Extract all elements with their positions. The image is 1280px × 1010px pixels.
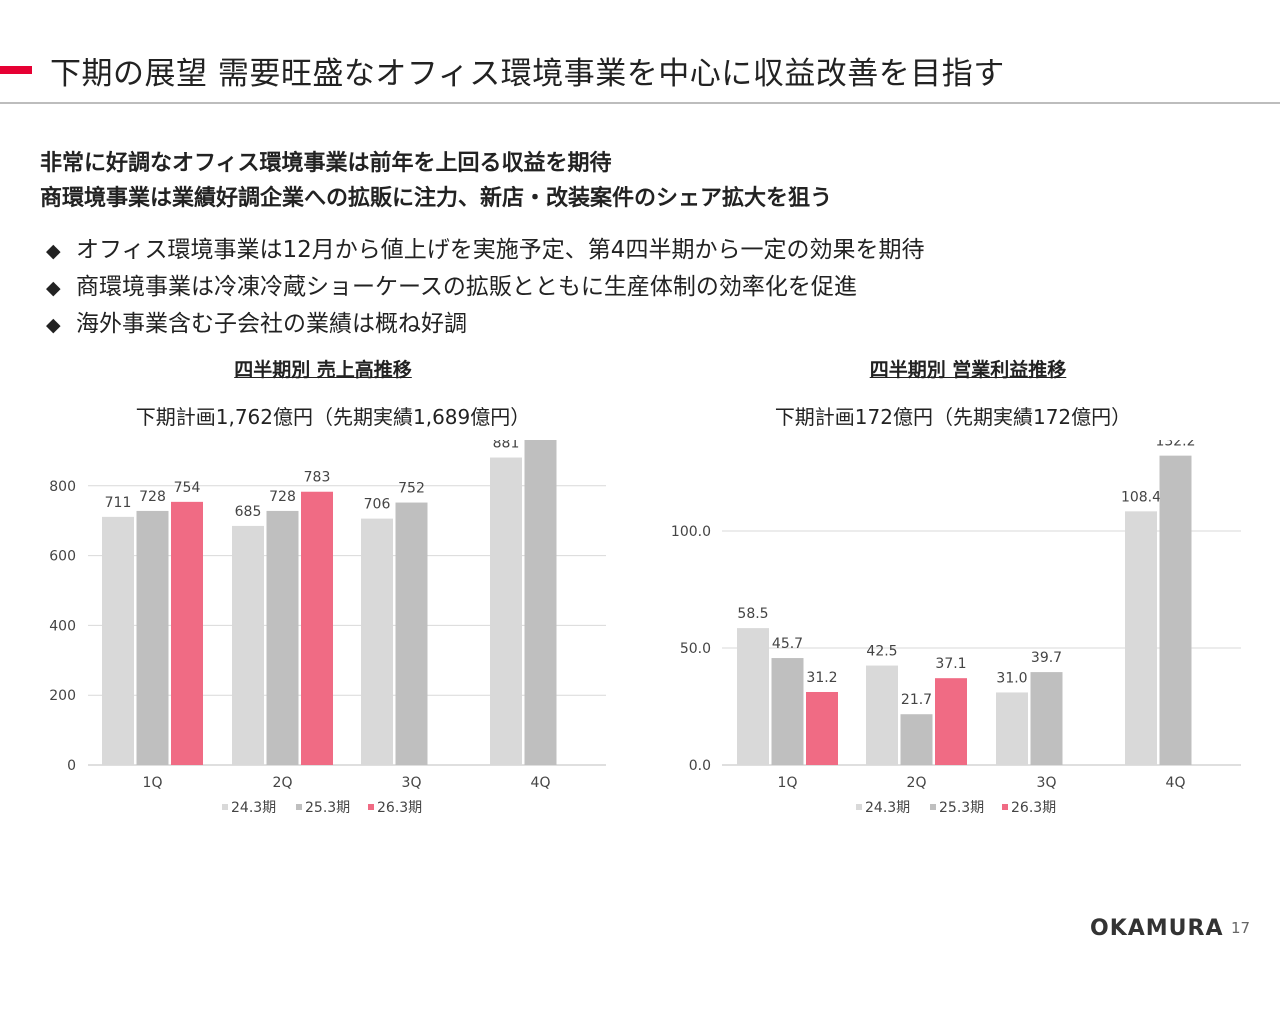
legend-label: 25.3期 bbox=[939, 800, 984, 816]
bar-25.3期-1Q bbox=[136, 510, 169, 765]
sales-bar-chart: （億円）02004006008001,0007117287541Q6857287… bbox=[49, 440, 606, 816]
profit-chart-subtitle: 下期計画172億円（先期実績172億円） bbox=[774, 405, 1132, 429]
bullet-item: ◆ オフィス環境事業は12月から値上げを実施予定、第4四半期から一定の効果を期待 bbox=[46, 232, 924, 269]
data-label: 711 bbox=[105, 495, 132, 511]
bar-26.3期-1Q bbox=[806, 691, 838, 765]
bar-24.3期-1Q bbox=[737, 628, 769, 765]
legend-swatch bbox=[296, 804, 302, 810]
data-label: 31.0 bbox=[996, 670, 1027, 686]
bar-26.3期-2Q bbox=[935, 678, 967, 765]
profit-chart-title: 四半期別 営業利益推移 bbox=[869, 359, 1067, 381]
bar-24.3期-3Q bbox=[361, 518, 393, 765]
legend-swatch bbox=[222, 804, 228, 810]
legend-swatch bbox=[1002, 804, 1008, 810]
bar-25.3期-1Q bbox=[771, 658, 804, 765]
data-label: 132.2 bbox=[1155, 440, 1195, 450]
y-tick-label: 800 bbox=[49, 479, 76, 495]
bullet-list: ◆ オフィス環境事業は12月から値上げを実施予定、第4四半期から一定の効果を期待 … bbox=[46, 232, 924, 343]
bar-24.3期-4Q bbox=[1125, 511, 1157, 765]
data-label: 58.5 bbox=[737, 606, 768, 622]
diamond-bullet-icon: ◆ bbox=[46, 314, 61, 336]
data-label: 752 bbox=[398, 481, 425, 497]
diamond-bullet-icon: ◆ bbox=[46, 277, 61, 299]
bar-26.3期-1Q bbox=[171, 501, 203, 765]
headline-1: 非常に好調なオフィス環境事業は前年を上回る収益を期待 bbox=[40, 151, 612, 176]
data-label: 685 bbox=[235, 504, 262, 520]
data-label: 37.1 bbox=[935, 656, 966, 672]
legend-swatch bbox=[930, 804, 936, 810]
profit-bar-chart: （億円）0.050.0100.0150.058.545.731.21Q42.52… bbox=[671, 440, 1241, 816]
y-tick-label: 400 bbox=[49, 618, 76, 634]
diamond-bullet-icon: ◆ bbox=[46, 240, 61, 262]
bar-25.3期-4Q bbox=[524, 440, 557, 765]
x-tick-label: 4Q bbox=[1166, 775, 1186, 791]
legend-swatch bbox=[368, 804, 374, 810]
data-label: 31.2 bbox=[806, 670, 837, 686]
title-accent-bar bbox=[0, 66, 32, 74]
data-label: 728 bbox=[139, 489, 166, 505]
legend-swatch bbox=[856, 804, 862, 810]
bar-25.3期-3Q bbox=[1030, 672, 1063, 765]
data-label: 39.7 bbox=[1031, 650, 1062, 666]
data-label: 881 bbox=[493, 440, 520, 452]
bar-24.3期-2Q bbox=[866, 665, 898, 765]
bar-24.3期-3Q bbox=[996, 692, 1028, 765]
y-tick-label: 0.0 bbox=[689, 758, 711, 774]
data-label: 706 bbox=[364, 497, 391, 513]
x-tick-label: 4Q bbox=[531, 775, 551, 791]
sales-chart-panel: 四半期別 売上高推移 下期計画1,762億円（先期実績1,689億円） （億円）… bbox=[0, 355, 640, 915]
y-tick-label: 100.0 bbox=[671, 524, 711, 540]
bar-25.3期-2Q bbox=[266, 510, 299, 765]
y-tick-label: 200 bbox=[49, 688, 76, 704]
bullet-text: オフィス環境事業は12月から値上げを実施予定、第4四半期から一定の効果を期待 bbox=[76, 237, 925, 263]
x-tick-label: 3Q bbox=[1037, 775, 1057, 791]
legend-label: 24.3期 bbox=[231, 800, 276, 816]
data-label: 728 bbox=[269, 489, 296, 505]
legend-label: 26.3期 bbox=[377, 800, 422, 816]
okamura-logo: OKAMURA bbox=[1090, 916, 1224, 941]
legend-label: 26.3期 bbox=[1011, 800, 1056, 816]
y-tick-label: 0 bbox=[67, 758, 76, 774]
data-label: 783 bbox=[304, 470, 331, 486]
bar-24.3期-2Q bbox=[232, 525, 264, 765]
y-tick-label: 600 bbox=[49, 549, 76, 565]
legend-label: 24.3期 bbox=[865, 800, 910, 816]
x-tick-label: 2Q bbox=[907, 775, 927, 791]
bar-25.3期-4Q bbox=[1159, 455, 1192, 765]
page-number: 17 bbox=[1231, 919, 1251, 937]
bar-25.3期-3Q bbox=[395, 502, 428, 765]
bar-24.3期-4Q bbox=[490, 457, 522, 765]
legend-label: 25.3期 bbox=[305, 800, 350, 816]
bullet-text: 商環境事業は冷凍冷蔵ショーケースの拡販とともに生産体制の効率化を促進 bbox=[76, 274, 857, 300]
bullet-text: 海外事業含む子会社の業績は概ね好調 bbox=[76, 311, 467, 337]
x-tick-label: 1Q bbox=[143, 775, 163, 791]
title-bar bbox=[0, 40, 1280, 104]
headline-2: 商環境事業は業績好調企業への拡販に注力、新店・改装案件のシェア拡大を狙う bbox=[40, 186, 833, 211]
profit-chart-panel: 四半期別 営業利益推移 下期計画172億円（先期実績172億円） （億円）0.0… bbox=[640, 355, 1280, 915]
y-tick-label: 50.0 bbox=[680, 641, 711, 657]
data-label: 754 bbox=[174, 480, 201, 496]
bar-25.3期-2Q bbox=[900, 714, 933, 765]
bullet-item: ◆ 商環境事業は冷凍冷蔵ショーケースの拡販とともに生産体制の効率化を促進 bbox=[46, 269, 924, 306]
bar-26.3期-2Q bbox=[301, 491, 333, 765]
x-tick-label: 1Q bbox=[778, 775, 798, 791]
data-label: 108.4 bbox=[1121, 489, 1161, 505]
x-tick-label: 3Q bbox=[402, 775, 422, 791]
bullet-item: ◆ 海外事業含む子会社の業績は概ね好調 bbox=[46, 306, 924, 343]
bar-24.3期-1Q bbox=[102, 516, 134, 765]
slide-title: 下期の展望 需要旺盛なオフィス環境事業を中心に収益改善を目指す bbox=[50, 56, 1005, 92]
data-label: 21.7 bbox=[901, 692, 932, 708]
sales-chart-subtitle: 下期計画1,762億円（先期実績1,689億円） bbox=[135, 405, 531, 429]
data-label: 42.5 bbox=[866, 644, 897, 660]
sales-chart-title: 四半期別 売上高推移 bbox=[234, 359, 412, 381]
x-tick-label: 2Q bbox=[273, 775, 293, 791]
data-label: 45.7 bbox=[772, 636, 803, 652]
